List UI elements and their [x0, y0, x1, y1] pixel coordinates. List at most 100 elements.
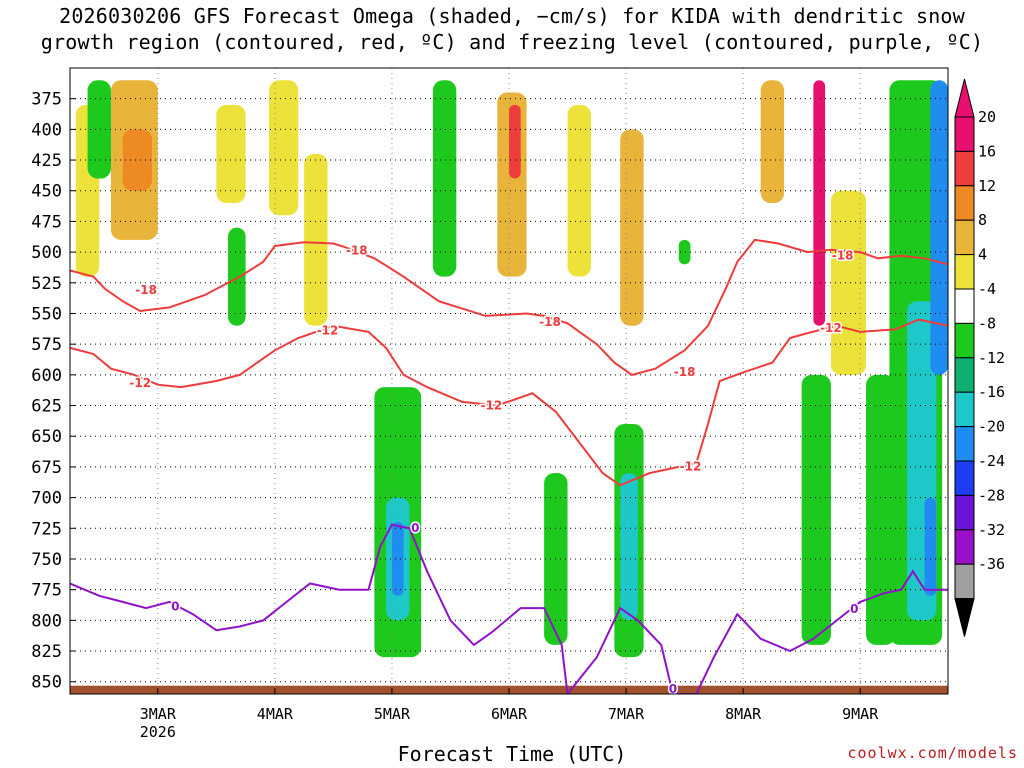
colorbar-label: -12	[978, 349, 1005, 367]
freezing-level-label: 0	[669, 682, 677, 696]
colorbar-label: -4	[978, 280, 996, 298]
y-tick-label: 650	[31, 427, 62, 447]
omega-patch	[801, 374, 831, 645]
y-tick-label: 750	[31, 550, 62, 570]
x-tick-label: 5MAR	[374, 705, 411, 723]
colorbar-bin	[954, 254, 975, 290]
dgz-top-label: -18	[539, 315, 561, 329]
omega-patch	[813, 80, 826, 326]
dgz-bottom-contour	[70, 318, 948, 487]
x-tick-sublabel: 2026	[140, 723, 176, 741]
grid-layer	[70, 68, 948, 694]
colorbar-tip-bottom	[954, 598, 975, 637]
colorbar-label: -24	[978, 452, 1005, 470]
omega-patch	[760, 80, 785, 204]
dgz-bottom-label: -12	[680, 460, 702, 474]
omega-patch	[432, 80, 457, 277]
colorbar-bin	[954, 185, 975, 221]
colorbar-label: -28	[978, 486, 1005, 504]
y-tick-label: 800	[31, 611, 62, 631]
freezing-level-label: 0	[171, 600, 179, 614]
omega-patch	[567, 104, 591, 277]
contour-layer: -18 -18 -18 -18 -18 -12 -12 -12 -12 -12 0 0 0 0	[70, 238, 948, 696]
dgz-bottom-label: -12	[317, 323, 339, 337]
omega-patch	[304, 153, 328, 326]
colorbar-label: 8	[978, 211, 987, 229]
x-tick-label: 8MAR	[725, 705, 762, 723]
y-tick-label: 700	[31, 489, 62, 509]
colorbar-bin	[954, 426, 975, 462]
dgz-top-label: -18	[346, 244, 368, 258]
colorbar-label: 12	[978, 177, 996, 195]
y-tick-label: 825	[31, 642, 62, 662]
omega-patch	[830, 190, 867, 375]
freezing-level-label: 0	[850, 602, 858, 616]
colorbar-label: 4	[978, 246, 987, 264]
dgz-top-label: -18	[674, 365, 696, 379]
omega-patch	[509, 104, 521, 179]
dgz-top-label: -18	[135, 283, 157, 297]
plot-frame	[69, 67, 949, 695]
colorbar-bin	[954, 563, 975, 600]
colorbar-label: 16	[978, 142, 996, 160]
y-tick-label: 525	[31, 274, 62, 294]
colorbar-bin	[954, 288, 975, 324]
colorbar-bin	[954, 391, 975, 428]
colorbar-label: -8	[978, 314, 996, 332]
y-tick-label: 600	[31, 366, 62, 386]
y-tick-label: 550	[31, 304, 62, 324]
dgz-bottom-label: -12	[481, 398, 503, 412]
dgz-bottom-label: -12	[820, 321, 842, 335]
colorbar-bin	[954, 460, 975, 496]
y-tick-label: 425	[31, 151, 62, 171]
colorbar-label: -16	[978, 383, 1005, 401]
omega-patch	[216, 104, 246, 204]
y-axis-labels: 375 400 425 450 475 500 525 550 575 600 625 650 675 7…	[31, 90, 62, 693]
y-tick-label: 450	[31, 182, 62, 202]
y-tick-label: 775	[31, 581, 62, 601]
x-tick-label: 4MAR	[257, 705, 294, 723]
omega-patch	[87, 80, 111, 179]
omega-patch	[620, 473, 638, 621]
colorbar-bin	[954, 116, 975, 152]
omega-shading-layer	[75, 80, 948, 658]
colorbar-label: 20	[978, 108, 996, 126]
colorbar-bin	[954, 219, 975, 256]
y-tick-label: 475	[31, 212, 62, 232]
dgz-top-contour	[70, 238, 948, 376]
omega-patch	[678, 239, 691, 265]
omega-patch	[228, 227, 246, 326]
x-tick-label: 6MAR	[491, 705, 528, 723]
y-tick-label: 500	[31, 243, 62, 263]
colorbar-bin	[954, 494, 975, 531]
colorbar-tip-top	[954, 78, 975, 118]
colorbar-bin	[954, 322, 975, 359]
omega-patch	[866, 374, 896, 645]
colorbar-bin	[954, 357, 975, 393]
dgz-top-label: -18	[832, 249, 854, 263]
y-tick-label: 400	[31, 120, 62, 140]
colorbar: 20 16 12 8 4 -4 -8 -12 -16 -20 -24 -28 -32 -36	[954, 78, 1005, 637]
freezing-level-label: 0	[411, 521, 419, 535]
omega-patch	[924, 497, 937, 596]
y-tick-label: 850	[31, 673, 62, 693]
y-tick-label: 725	[31, 519, 62, 539]
y-tick-label: 375	[31, 90, 62, 110]
colorbar-bin	[954, 529, 975, 565]
y-tick-label: 625	[31, 397, 62, 417]
site-credit: coolwx.com/models	[847, 744, 1018, 762]
colorbar-label: -32	[978, 521, 1005, 539]
omega-patch	[391, 522, 404, 596]
x-tick-label: 7MAR	[608, 705, 645, 723]
chart-title-line1: 2026030206 GFS Forecast Omega (shaded, −…	[59, 4, 965, 28]
x-axis-title: Forecast Time (UTC)	[397, 742, 627, 766]
omega-patch	[269, 80, 299, 216]
omega-patch	[930, 80, 948, 375]
y-tick-label: 575	[31, 335, 62, 355]
colorbar-label: -36	[978, 555, 1005, 573]
x-tick-label: 3MAR	[140, 705, 177, 723]
colorbar-bin	[954, 150, 975, 187]
omega-patch	[122, 129, 152, 191]
